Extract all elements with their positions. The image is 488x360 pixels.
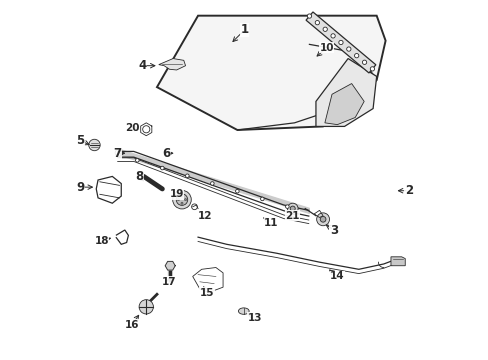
Circle shape xyxy=(181,202,183,204)
Polygon shape xyxy=(390,257,405,266)
Circle shape xyxy=(185,174,189,177)
Circle shape xyxy=(88,139,100,151)
Polygon shape xyxy=(315,59,376,126)
Polygon shape xyxy=(165,261,175,270)
Text: 17: 17 xyxy=(162,277,177,287)
Text: 13: 13 xyxy=(247,312,262,323)
Polygon shape xyxy=(324,84,364,125)
Circle shape xyxy=(338,40,343,45)
Circle shape xyxy=(290,206,295,211)
Circle shape xyxy=(315,21,319,25)
Text: 19: 19 xyxy=(169,189,183,199)
Text: 7: 7 xyxy=(113,147,122,160)
Text: 14: 14 xyxy=(329,271,344,282)
Polygon shape xyxy=(157,16,385,130)
Circle shape xyxy=(210,182,214,185)
Circle shape xyxy=(181,195,183,197)
Circle shape xyxy=(320,216,325,222)
Polygon shape xyxy=(305,12,375,73)
Circle shape xyxy=(287,203,298,214)
Circle shape xyxy=(369,67,374,71)
Circle shape xyxy=(135,158,139,162)
Text: 9: 9 xyxy=(76,181,84,194)
Circle shape xyxy=(235,189,239,193)
Circle shape xyxy=(172,190,191,209)
Circle shape xyxy=(346,47,350,51)
Text: 4: 4 xyxy=(138,59,146,72)
Circle shape xyxy=(160,166,164,170)
Circle shape xyxy=(316,213,329,226)
Text: 1: 1 xyxy=(240,23,248,36)
Text: 21: 21 xyxy=(285,211,299,221)
Text: 15: 15 xyxy=(199,288,214,297)
Circle shape xyxy=(362,60,366,64)
Circle shape xyxy=(285,205,288,208)
Text: 16: 16 xyxy=(124,320,139,330)
Circle shape xyxy=(177,199,179,201)
Text: 18: 18 xyxy=(94,236,109,246)
Text: 2: 2 xyxy=(404,184,412,197)
Circle shape xyxy=(330,34,335,38)
Circle shape xyxy=(176,194,187,205)
Text: 12: 12 xyxy=(198,211,212,221)
Text: 11: 11 xyxy=(264,218,278,228)
Text: 8: 8 xyxy=(135,170,143,183)
Text: 20: 20 xyxy=(124,123,139,133)
Circle shape xyxy=(307,14,311,18)
Polygon shape xyxy=(159,59,185,70)
Ellipse shape xyxy=(238,308,248,314)
Text: 3: 3 xyxy=(329,224,337,237)
Circle shape xyxy=(260,197,264,201)
Text: 5: 5 xyxy=(76,134,84,147)
Text: 10: 10 xyxy=(319,43,333,53)
Circle shape xyxy=(323,27,326,31)
Circle shape xyxy=(354,54,358,58)
Circle shape xyxy=(139,300,153,314)
Text: 6: 6 xyxy=(162,147,170,160)
Circle shape xyxy=(184,199,186,201)
